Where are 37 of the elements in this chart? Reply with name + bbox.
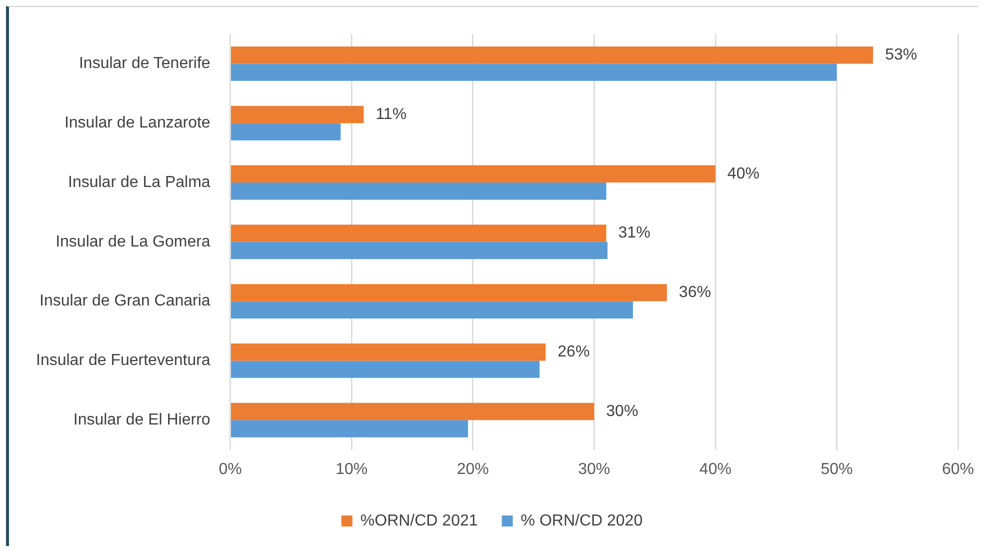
bar (230, 64, 837, 81)
bar (230, 343, 546, 361)
x-tick-label: 40% (699, 460, 732, 478)
x-tick-label: 30% (578, 460, 610, 478)
bar (230, 360, 540, 378)
data-label: 40% (727, 165, 760, 182)
bar (230, 182, 606, 200)
data-label: 26% (558, 343, 590, 360)
y-tick-label: Insular de Lanzarote (64, 114, 210, 132)
data-label: 31% (618, 224, 650, 242)
bar (230, 402, 594, 420)
data-label: 11% (376, 106, 407, 123)
y-tick-label: Insular de La Gomera (56, 233, 210, 250)
bar (230, 242, 608, 260)
x-tick-label: 60% (942, 460, 974, 478)
data-label: 36% (678, 284, 711, 302)
legend-label: %ORN/CD 2021 (360, 512, 478, 530)
y-tick-label: Insular de El Hierro (73, 412, 210, 429)
x-tick-label: 0% (218, 460, 242, 478)
bar (230, 284, 667, 302)
y-tick-label: Insular de Tenerife (78, 55, 210, 72)
y-tick-label: Insular de Fuerteventura (36, 352, 210, 370)
x-tick-label: 20% (456, 460, 489, 478)
x-tick-label: 50% (820, 460, 853, 478)
x-tick-label: 10% (336, 460, 368, 478)
bar (230, 46, 874, 64)
y-tick-label: Insular de La Palma (68, 174, 210, 191)
bar (230, 420, 468, 438)
legend-label: % ORN/CD 2020 (520, 512, 643, 530)
bar (230, 165, 716, 182)
bar (230, 106, 364, 124)
data-label: 30% (606, 402, 638, 420)
bar (230, 224, 606, 242)
bar (230, 123, 341, 140)
bar (230, 301, 633, 319)
data-label: 53% (885, 46, 918, 64)
y-tick-label: Insular de Gran Canaria (40, 292, 210, 310)
